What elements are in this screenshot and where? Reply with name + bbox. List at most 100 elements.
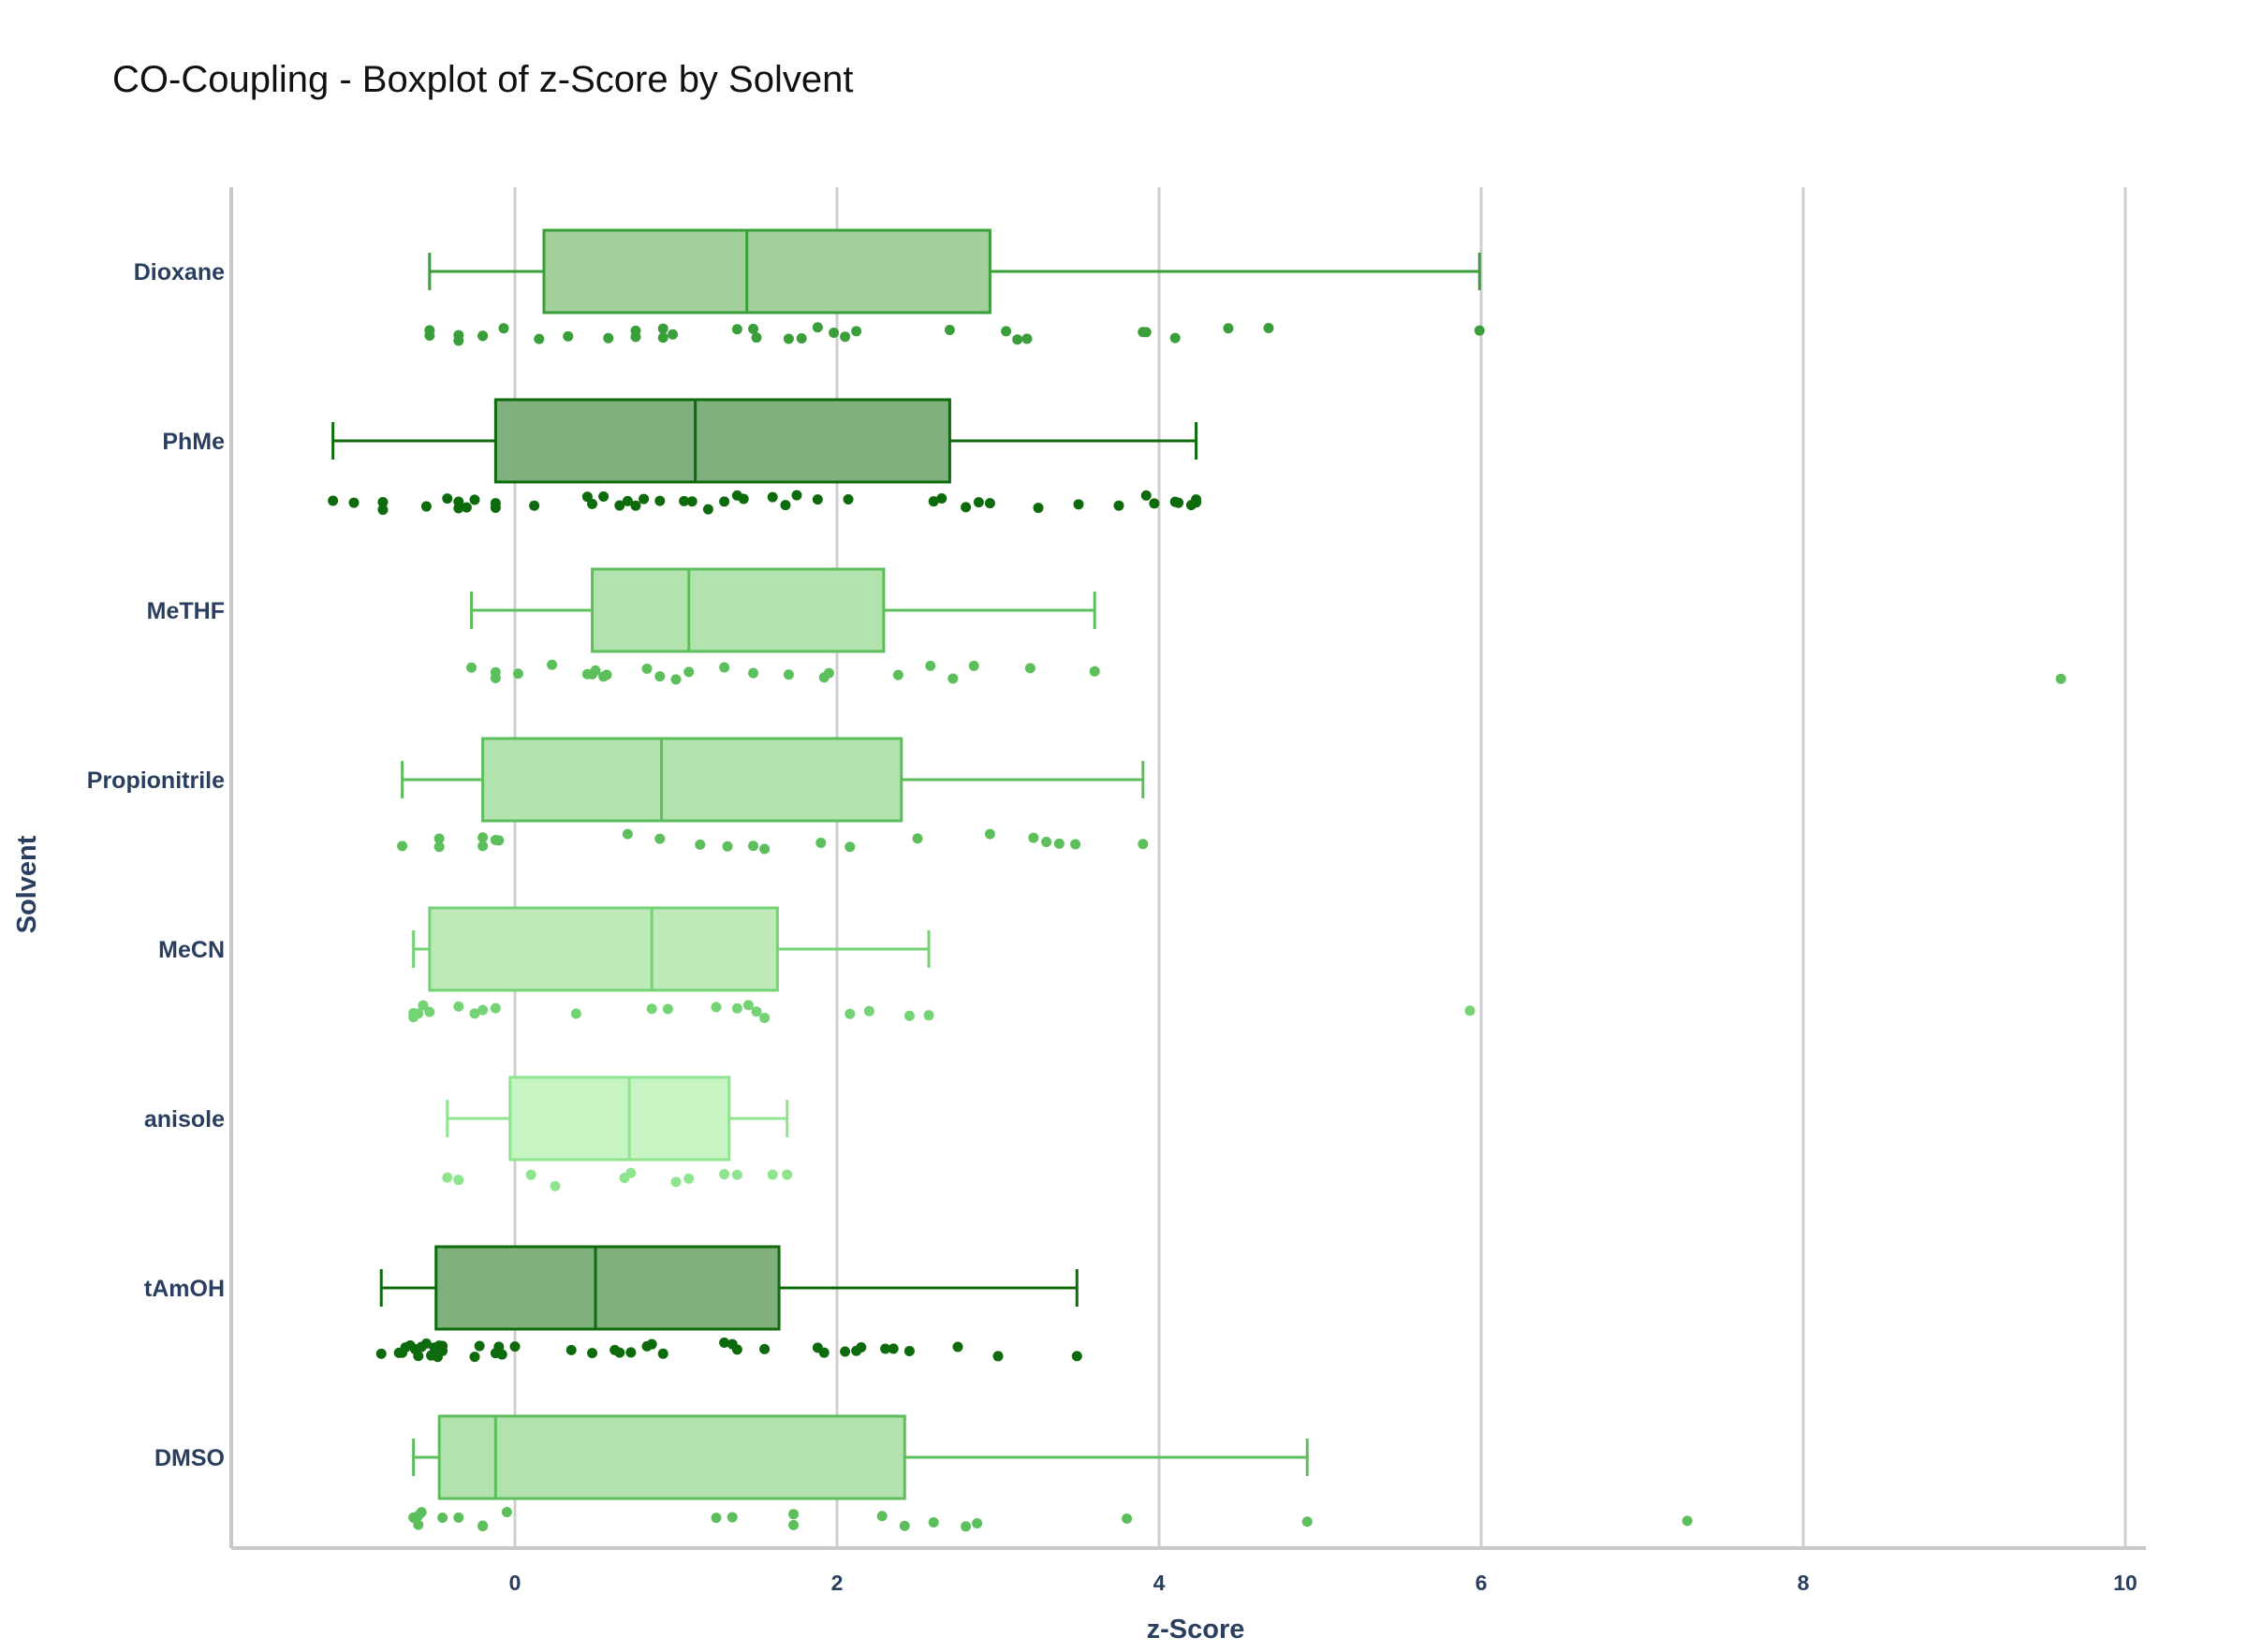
data-point — [719, 496, 730, 507]
data-point — [923, 1010, 934, 1021]
point-layer — [328, 322, 2066, 1532]
data-point — [818, 1347, 830, 1358]
data-point — [453, 503, 464, 514]
data-point — [501, 1507, 512, 1518]
data-point — [625, 1347, 637, 1358]
data-point — [662, 1003, 673, 1015]
data-point — [722, 841, 733, 852]
data-point — [469, 1352, 480, 1363]
data-point — [563, 330, 574, 342]
data-point — [759, 1343, 771, 1354]
data-point — [759, 843, 771, 855]
data-point — [912, 833, 923, 844]
data-point — [565, 1344, 577, 1355]
data-point — [731, 324, 742, 335]
data-point — [944, 324, 955, 335]
data-point — [453, 1175, 464, 1186]
category-label-dioxane: Dioxane — [134, 259, 225, 285]
data-point — [780, 500, 791, 511]
data-point — [1140, 327, 1152, 338]
data-point — [377, 496, 389, 507]
data-point — [657, 1348, 668, 1359]
x-tick-label: 10 — [2113, 1571, 2137, 1595]
box-methf — [470, 567, 1096, 653]
data-point — [1173, 497, 1184, 508]
data-point — [968, 660, 979, 671]
data-point — [876, 1511, 888, 1522]
data-point — [469, 494, 480, 505]
box-anisole — [446, 1075, 789, 1162]
data-point — [646, 1003, 657, 1015]
data-point — [639, 493, 650, 504]
data-point — [903, 1010, 915, 1021]
data-point — [490, 673, 501, 684]
data-point — [534, 333, 545, 344]
data-point — [641, 664, 653, 675]
data-point — [742, 1000, 754, 1011]
data-point — [461, 502, 472, 513]
data-point — [719, 662, 730, 673]
data-point — [844, 841, 856, 853]
data-point — [731, 1002, 742, 1014]
category-label-dmso: DMSO — [154, 1445, 225, 1471]
data-point — [570, 1008, 581, 1019]
x-axis-title: z-Score — [1147, 1615, 1245, 1645]
data-point — [477, 832, 489, 843]
data-point — [622, 828, 633, 840]
data-point — [437, 1512, 448, 1523]
data-point — [490, 503, 501, 514]
points-phme — [328, 490, 1202, 516]
data-point — [751, 1006, 762, 1017]
box-mecn — [412, 906, 931, 992]
data-point — [614, 500, 625, 511]
data-point — [477, 841, 489, 852]
points-propionitrile — [397, 828, 1149, 855]
box-dioxane — [428, 228, 1481, 314]
data-point — [1301, 1516, 1313, 1528]
data-point — [1169, 332, 1181, 344]
data-point — [630, 500, 641, 511]
data-point — [783, 333, 794, 344]
data-point — [812, 494, 823, 505]
data-point — [843, 493, 854, 504]
category-label-mecn: MeCN — [158, 937, 225, 963]
data-point — [888, 1343, 899, 1354]
data-point — [928, 1516, 939, 1528]
data-point — [683, 666, 695, 678]
box-iqr — [591, 567, 886, 653]
data-point — [719, 1337, 730, 1348]
data-point — [657, 323, 668, 334]
data-point — [1033, 503, 1044, 514]
data-point — [829, 328, 840, 339]
data-point — [1073, 499, 1084, 510]
x-tick-label: 2 — [831, 1571, 844, 1595]
data-point — [731, 1344, 742, 1355]
points-mecn — [408, 1000, 1476, 1024]
data-point — [442, 493, 453, 504]
data-point — [598, 490, 609, 502]
data-point — [751, 332, 762, 344]
y-axis-title: Solvent — [12, 835, 42, 933]
data-point — [1149, 498, 1160, 509]
box-tamoh — [379, 1245, 1079, 1331]
box-iqr — [542, 228, 991, 314]
data-point — [788, 1519, 800, 1530]
data-point — [679, 495, 690, 506]
data-point — [738, 493, 749, 504]
data-point — [972, 1518, 983, 1529]
data-point — [961, 1521, 972, 1532]
data-point — [928, 496, 939, 507]
data-point — [1464, 1005, 1476, 1016]
data-point — [1012, 334, 1023, 345]
data-point — [984, 498, 995, 509]
data-point — [375, 1348, 387, 1359]
data-point — [657, 332, 668, 344]
data-point — [442, 1172, 453, 1183]
data-point — [625, 1167, 637, 1178]
data-point — [424, 1006, 435, 1017]
data-point — [670, 674, 682, 685]
category-label-phme: PhMe — [162, 429, 225, 455]
